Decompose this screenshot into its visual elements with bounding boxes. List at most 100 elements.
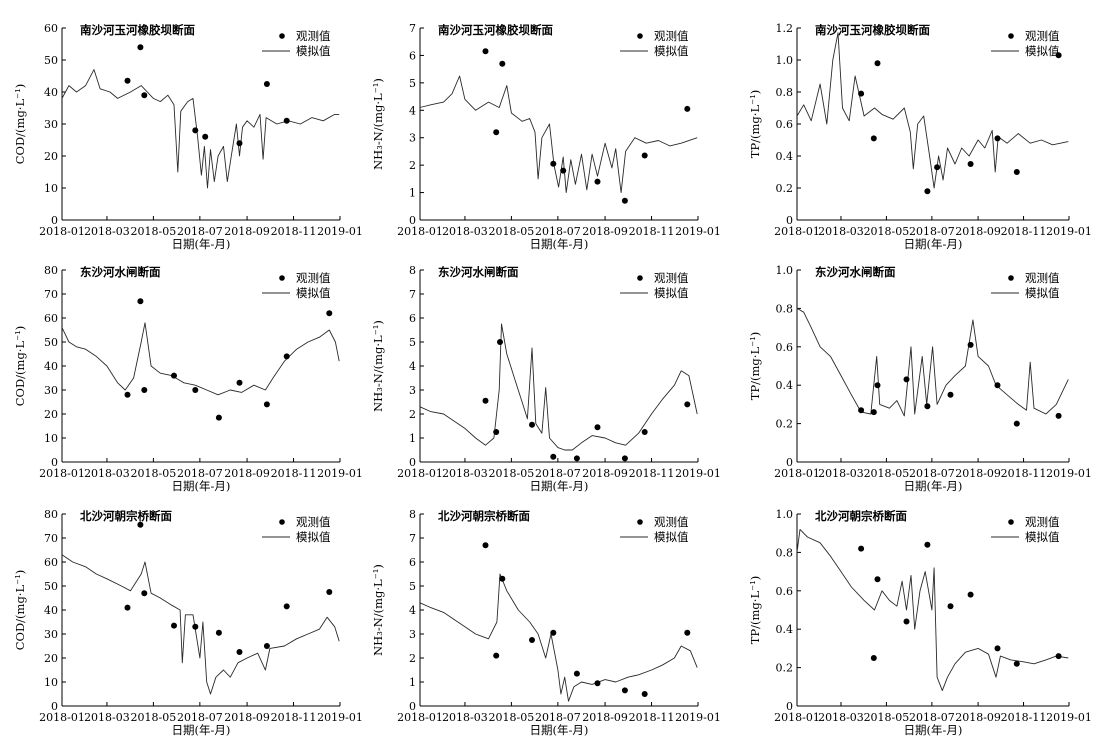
y-tick-label: 0.2 [776,182,794,195]
y-tick-label: 1.0 [776,264,794,277]
x-tick-label: 2018-05 [864,711,910,724]
y-tick-label: 5 [409,336,416,349]
y-axis-label: COD/(mg·L⁻¹) [13,326,27,407]
data-point-observed [684,629,691,636]
data-point-observed [497,339,503,345]
y-tick-label: 1 [409,187,416,200]
x-tick-label: 2018-01 [774,225,820,238]
x-tick-label: 2019-01 [675,225,721,238]
y-tick-label: 0.6 [776,118,794,131]
y-tick-label: 1.0 [776,54,794,67]
legend-label-simulated: 模拟值 [654,44,689,58]
panel-title: 北沙河朝宗桥断面 [815,509,907,523]
x-tick-label: 2018-07 [535,711,581,724]
data-point-observed [1013,660,1020,667]
data-point-observed [1055,52,1062,59]
series-line-simulated [419,323,698,451]
data-point-observed [684,401,691,408]
legend-marker-observed [637,275,643,281]
data-point-observed [1013,169,1020,175]
panel-title: 北沙河朝宗桥断面 [80,509,172,523]
x-tick-label: 2018-07 [177,225,223,238]
legend-marker-observed [1008,33,1014,39]
data-point-observed [967,341,974,348]
data-point-observed [192,127,199,134]
data-point-observed [236,649,243,655]
x-tick-label: 2019-01 [675,467,721,480]
legend-label-simulated: 模拟值 [296,44,331,58]
x-axis-label: 日期(年-月) [904,237,963,251]
y-axis-label: TP/(mg·L⁻¹) [748,576,762,645]
x-tick-label: 2019-01 [1046,225,1092,238]
data-point-observed [482,48,489,55]
series-line-simulated [419,573,698,702]
data-point-observed [236,140,243,147]
x-tick-label: 2018-07 [909,467,955,480]
x-tick-label: 2018-11 [1001,225,1047,238]
x-tick-label: 2018-09 [955,225,1001,238]
x-tick-label: 2019-01 [1046,711,1092,724]
y-axis-label: NH₃-N/(mg·L⁻¹) [371,320,385,412]
panel-title: 东沙河水闸断面 [80,265,161,279]
data-point-observed [141,387,148,393]
data-point-observed [1013,420,1020,427]
data-point-observed [124,604,131,611]
y-tick-label: 60 [44,556,58,569]
data-point-observed [967,591,974,598]
data-point-observed [124,391,131,398]
x-tick-label: 2018-03 [84,467,130,480]
x-tick-label: 2018-03 [818,225,864,238]
data-point-observed [594,424,601,431]
y-tick-label: 4 [409,604,416,617]
y-tick-label: 20 [44,652,58,665]
y-tick-label: 3 [409,132,416,145]
x-tick-label: 2018-07 [177,711,223,724]
x-tick-label: 2018-07 [535,467,581,480]
legend-label-simulated: 模拟值 [1025,530,1060,544]
y-tick-label: 0 [409,700,416,713]
data-point-observed [924,403,931,410]
data-point-observed [263,81,270,87]
data-point-observed [858,90,865,97]
data-point-observed [967,161,974,167]
y-tick-label: 0.4 [776,379,794,392]
data-point-observed [621,197,628,204]
panel-title: 东沙河水闸断面 [815,265,896,279]
x-tick-label: 2018-11 [271,711,317,724]
data-point-observed [137,44,144,51]
legend-marker-observed [279,519,285,525]
legend-marker-observed [1008,519,1014,525]
data-point-observed [874,60,881,67]
legend-marker-observed [279,33,285,39]
legend-label-simulated: 模拟值 [1025,44,1060,58]
x-tick-label: 2018-01 [39,711,85,724]
x-tick-label: 2018-09 [955,711,1001,724]
data-point-observed [870,409,877,416]
y-tick-label: 40 [44,604,58,617]
legend-label-observed: 观测值 [296,515,331,529]
data-point-observed [994,645,1001,652]
data-point-observed [924,188,931,195]
x-tick-label: 2018-01 [397,467,443,480]
y-tick-label: 8 [409,264,416,277]
data-point-observed [947,391,954,398]
x-tick-label: 2018-05 [864,467,910,480]
legend-label-simulated: 模拟值 [296,530,331,544]
y-tick-label: 20 [44,150,58,163]
data-point-observed [550,629,557,636]
x-tick-label: 2018-03 [84,225,130,238]
y-axis-label: COD/(mg·L⁻¹) [13,570,27,651]
y-tick-label: 0.6 [776,585,794,598]
x-tick-label: 2018-07 [535,225,581,238]
x-tick-label: 2018-01 [774,467,820,480]
legend-marker-observed [637,519,643,525]
y-tick-label: 20 [44,408,58,421]
legend-label-observed: 观测值 [654,29,689,43]
x-tick-label: 2018-05 [131,711,177,724]
legend-marker-observed [279,275,285,281]
